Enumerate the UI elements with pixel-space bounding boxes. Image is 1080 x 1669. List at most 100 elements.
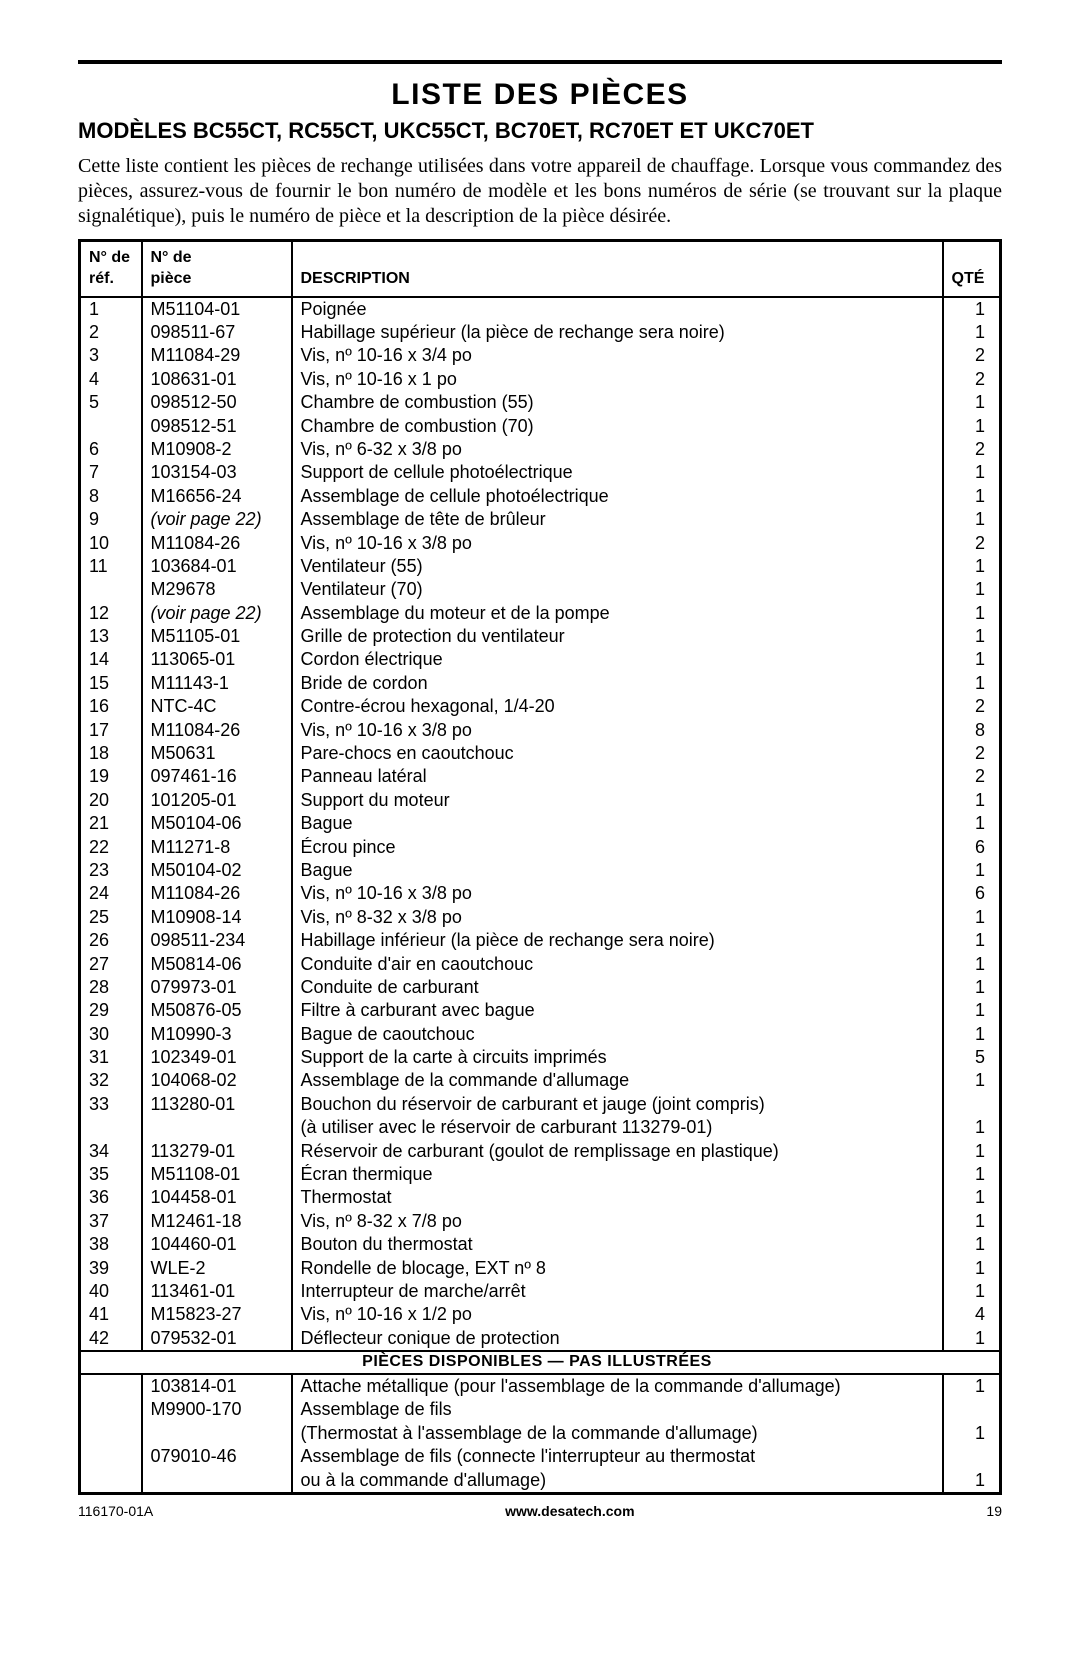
cell-qty: 6: [943, 836, 1001, 859]
table-row: 36104458-01Thermostat1: [80, 1186, 1001, 1209]
cell-desc: Rondelle de blocage, EXT nº 8: [292, 1257, 943, 1280]
th-desc: DESCRIPTION: [292, 241, 943, 297]
cell-qty: 1: [943, 508, 1001, 531]
cell-ref: 41: [80, 1303, 142, 1326]
cell-ref: 30: [80, 1023, 142, 1046]
table-row: 1M51104-01Poignée1: [80, 297, 1001, 321]
cell-part: 098512-51: [142, 415, 292, 438]
cell-qty: 1: [943, 1210, 1001, 1233]
cell-qty: 1: [943, 789, 1001, 812]
cell-desc: Écran thermique: [292, 1163, 943, 1186]
cell-ref: 21: [80, 812, 142, 835]
cell-part: 113279-01: [142, 1140, 292, 1163]
th-part-l2: pièce: [151, 270, 192, 287]
table-row: 103814-01Attache métallique (pour l'asse…: [80, 1374, 1001, 1398]
top-rule: [78, 60, 1002, 64]
cell-ref: 23: [80, 859, 142, 882]
cell-ref: 31: [80, 1046, 142, 1069]
cell-part: M29678: [142, 578, 292, 601]
cell-ref: [80, 415, 142, 438]
cell-qty: 2: [943, 368, 1001, 391]
page-footer: 116170-01A www.desatech.com 19: [78, 1503, 1002, 1519]
cell-qty: 2: [943, 532, 1001, 555]
table-row: 22M11271-8Écrou pince6: [80, 836, 1001, 859]
cell-qty: [943, 1445, 1001, 1468]
cell-qty: 1: [943, 906, 1001, 929]
cell-desc: Ventilateur (70): [292, 578, 943, 601]
cell-desc: Vis, nº 10-16 x 3/8 po: [292, 532, 943, 555]
table-row: 34113279-01Réservoir de carburant (goulo…: [80, 1140, 1001, 1163]
table-row: 31102349-01Support de la carte à circuit…: [80, 1046, 1001, 1069]
table-row: 13M51105-01Grille de protection du venti…: [80, 625, 1001, 648]
cell-part: M15823-27: [142, 1303, 292, 1326]
cell-part: 101205-01: [142, 789, 292, 812]
cell-ref: 17: [80, 719, 142, 742]
cell-ref: 39: [80, 1257, 142, 1280]
cell-qty: 1: [943, 391, 1001, 414]
table-row: 21M50104-06Bague1: [80, 812, 1001, 835]
cell-part: WLE-2: [142, 1257, 292, 1280]
section-break-row: PIÈCES DISPONIBLES — PAS ILLUSTRÉES: [80, 1351, 1001, 1374]
cell-qty: 1: [943, 953, 1001, 976]
cell-part: 108631-01: [142, 368, 292, 391]
cell-part: (voir page 22): [142, 602, 292, 625]
cell-desc: Attache métallique (pour l'assemblage de…: [292, 1374, 943, 1398]
cell-desc: Interrupteur de marche/arrêt: [292, 1280, 943, 1303]
cell-qty: 1: [943, 602, 1001, 625]
cell-qty: 1: [943, 1163, 1001, 1186]
table-row: 14113065-01Cordon électrique1: [80, 648, 1001, 671]
cell-ref: 24: [80, 882, 142, 905]
cell-part: 098511-67: [142, 321, 292, 344]
cell-desc: Support de cellule photoélectrique: [292, 461, 943, 484]
th-qty: QTÉ: [943, 241, 1001, 297]
table-row: 40113461-01Interrupteur de marche/arrêt1: [80, 1280, 1001, 1303]
cell-part: M50104-02: [142, 859, 292, 882]
cell-desc: Habillage supérieur (la pièce de rechang…: [292, 321, 943, 344]
cell-ref: 25: [80, 906, 142, 929]
cell-part: 097461-16: [142, 765, 292, 788]
models-subtitle: MODÈLES BC55CT, RC55CT, UKC55CT, BC70ET,…: [78, 118, 1002, 144]
table-row: 39WLE-2Rondelle de blocage, EXT nº 81: [80, 1257, 1001, 1280]
cell-desc: Panneau latéral: [292, 765, 943, 788]
cell-ref: 2: [80, 321, 142, 344]
cell-part: M50631: [142, 742, 292, 765]
parts-table: N° deréf. N° depièce DESCRIPTION QTÉ 1M5…: [78, 239, 1002, 1495]
cell-desc: Vis, nº 10-16 x 3/8 po: [292, 719, 943, 742]
cell-ref: 29: [80, 999, 142, 1022]
cell-part: M9900-170: [142, 1398, 292, 1421]
table-row: 41M15823-27Vis, nº 10-16 x 1/2 po4: [80, 1303, 1001, 1326]
cell-qty: 2: [943, 742, 1001, 765]
cell-desc: Conduite d'air en caoutchouc: [292, 953, 943, 976]
cell-part: M10990-3: [142, 1023, 292, 1046]
cell-part: (voir page 22): [142, 508, 292, 531]
cell-ref: 26: [80, 929, 142, 952]
table-row: 079010-46Assemblage de fils (connecte l'…: [80, 1445, 1001, 1468]
cell-part: 104068-02: [142, 1069, 292, 1092]
cell-desc: Pare-chocs en caoutchouc: [292, 742, 943, 765]
cell-part: 102349-01: [142, 1046, 292, 1069]
cell-desc: Support de la carte à circuits imprimés: [292, 1046, 943, 1069]
cell-qty: [943, 1398, 1001, 1421]
cell-desc: Vis, nº 10-16 x 1/2 po: [292, 1303, 943, 1326]
cell-part: NTC-4C: [142, 695, 292, 718]
cell-part: 079973-01: [142, 976, 292, 999]
cell-desc: Vis, nº 10-16 x 3/4 po: [292, 344, 943, 367]
cell-qty: 1: [943, 578, 1001, 601]
cell-ref: 40: [80, 1280, 142, 1303]
table-row: M9900-170Assemblage de fils: [80, 1398, 1001, 1421]
table-header-row: N° deréf. N° depièce DESCRIPTION QTÉ: [80, 241, 1001, 297]
cell-part: M11084-29: [142, 344, 292, 367]
cell-part: [142, 1469, 292, 1494]
table-row: 38104460-01Bouton du thermostat1: [80, 1233, 1001, 1256]
cell-ref: [80, 1445, 142, 1468]
cell-qty: 1: [943, 1233, 1001, 1256]
cell-ref: 11: [80, 555, 142, 578]
cell-qty: 6: [943, 882, 1001, 905]
cell-desc: Bague: [292, 812, 943, 835]
cell-desc: (à utiliser avec le réservoir de carbura…: [292, 1116, 943, 1139]
cell-desc: Vis, nº 8-32 x 3/8 po: [292, 906, 943, 929]
cell-desc: Écrou pince: [292, 836, 943, 859]
cell-qty: 1: [943, 859, 1001, 882]
cell-ref: [80, 1116, 142, 1139]
cell-ref: 16: [80, 695, 142, 718]
